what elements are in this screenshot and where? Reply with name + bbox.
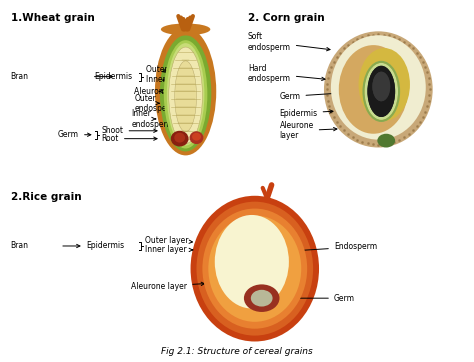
Text: Aleurone
layer: Aleurone layer (280, 121, 337, 140)
Text: Germ: Germ (283, 294, 355, 303)
Ellipse shape (191, 196, 319, 341)
Ellipse shape (171, 131, 189, 147)
Ellipse shape (174, 133, 185, 143)
Ellipse shape (331, 35, 426, 140)
Text: 2. Corn grain: 2. Corn grain (248, 13, 325, 22)
Text: Germ: Germ (57, 130, 78, 139)
Text: Outer layer: Outer layer (145, 236, 192, 245)
Text: Epidermis: Epidermis (95, 72, 133, 81)
Text: 2.Rice grain: 2.Rice grain (11, 192, 82, 202)
Ellipse shape (190, 131, 203, 144)
Ellipse shape (373, 72, 390, 101)
Ellipse shape (324, 31, 433, 148)
Ellipse shape (169, 47, 202, 144)
Ellipse shape (215, 215, 289, 308)
Ellipse shape (164, 40, 207, 148)
Text: Bran: Bran (11, 72, 29, 81)
Ellipse shape (339, 45, 408, 134)
Ellipse shape (367, 66, 395, 117)
Ellipse shape (167, 43, 204, 146)
Text: Inner layer: Inner layer (145, 245, 192, 254)
Text: Epidermis: Epidermis (280, 109, 333, 118)
Ellipse shape (160, 35, 211, 151)
Ellipse shape (197, 202, 313, 336)
Ellipse shape (155, 28, 216, 155)
Ellipse shape (358, 48, 410, 121)
Text: Root: Root (101, 134, 157, 143)
Ellipse shape (192, 133, 201, 140)
Text: Bran: Bran (11, 241, 29, 251)
Text: Inner layers: Inner layers (146, 75, 191, 84)
Text: Outer
endosperm: Outer endosperm (134, 93, 177, 113)
Ellipse shape (373, 72, 390, 101)
Ellipse shape (209, 215, 301, 322)
Text: Inner
endosperm: Inner endosperm (131, 109, 174, 129)
Text: Endosperm: Endosperm (296, 243, 377, 252)
Ellipse shape (244, 285, 280, 312)
Text: Germ: Germ (280, 90, 363, 101)
Text: Aleurone layer: Aleurone layer (134, 87, 190, 96)
Text: Hard
endosperm: Hard endosperm (248, 64, 325, 83)
Text: Shoot: Shoot (101, 126, 157, 135)
Ellipse shape (175, 61, 197, 132)
Text: Soft
endosperm: Soft endosperm (248, 33, 330, 52)
Ellipse shape (367, 66, 395, 117)
Text: Outer layers: Outer layers (146, 65, 193, 74)
Ellipse shape (161, 24, 210, 35)
Ellipse shape (365, 63, 398, 120)
Ellipse shape (251, 290, 273, 307)
Text: Epidermis: Epidermis (86, 241, 124, 251)
Text: Fig 2.1: Structure of cereal grains: Fig 2.1: Structure of cereal grains (161, 347, 313, 356)
Ellipse shape (377, 134, 395, 148)
Text: 1.Wheat grain: 1.Wheat grain (11, 13, 94, 22)
Ellipse shape (202, 209, 307, 329)
Text: Aleurone layer: Aleurone layer (131, 282, 204, 291)
